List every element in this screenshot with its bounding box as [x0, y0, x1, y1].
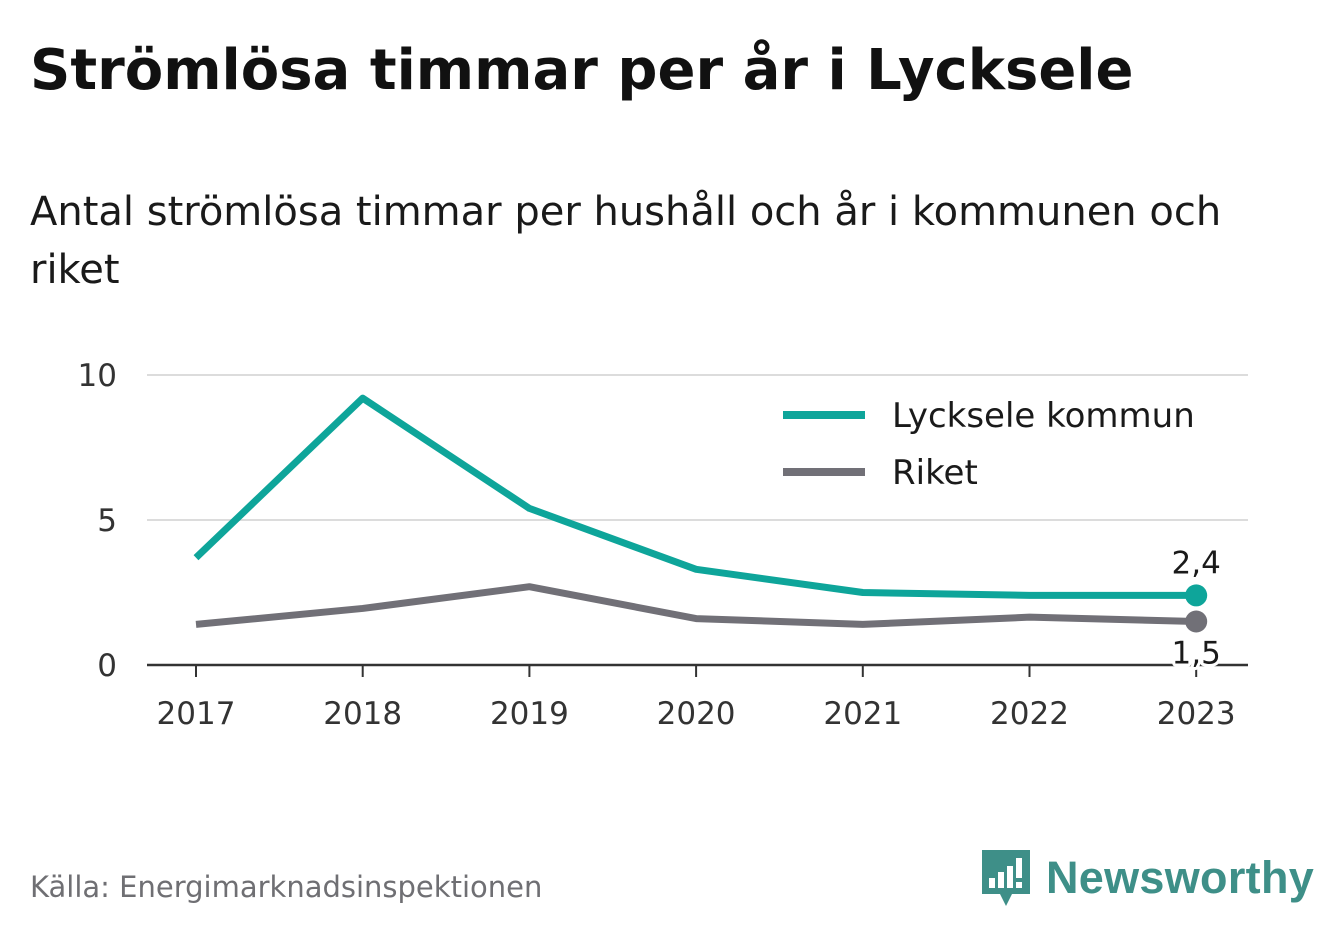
source-note: Källa: Energimarknadsinspektionen [30, 870, 543, 904]
brand-name: Newsworthy [1046, 852, 1315, 903]
x-tick-label: 2023 [1157, 696, 1236, 732]
end-label-riket: 1,5 [1172, 636, 1221, 672]
brand-logo: Newsworthy [980, 848, 1314, 908]
chart-title: Strömlösa timmar per år i Lycksele [30, 38, 1134, 103]
y-tick-label: 0 [97, 648, 117, 684]
chart-subtitle: Antal strömlösa timmar per hushåll och å… [30, 189, 1222, 293]
x-tick-label: 2021 [823, 696, 902, 732]
end-point-lycksele [1185, 584, 1208, 607]
newsworthy-logo-icon [982, 850, 1030, 906]
legend-label-riket: Riket [892, 453, 978, 493]
series-line-lycksele [193, 394, 1197, 599]
x-tick-label: 2018 [323, 696, 402, 732]
y-tick-label: 5 [97, 503, 117, 539]
x-tick-label: 2019 [490, 696, 569, 732]
y-tick-label: 10 [78, 358, 117, 394]
legend-label-lycksele: Lycksele kommun [892, 396, 1195, 436]
x-tick-label: 2020 [657, 696, 736, 732]
x-tick-label: 2017 [157, 696, 236, 732]
end-point-riket [1185, 610, 1208, 633]
end-label-lycksele: 2,4 [1172, 545, 1221, 581]
x-tick-label: 2022 [990, 696, 1069, 732]
series-line-riket [195, 583, 1197, 628]
